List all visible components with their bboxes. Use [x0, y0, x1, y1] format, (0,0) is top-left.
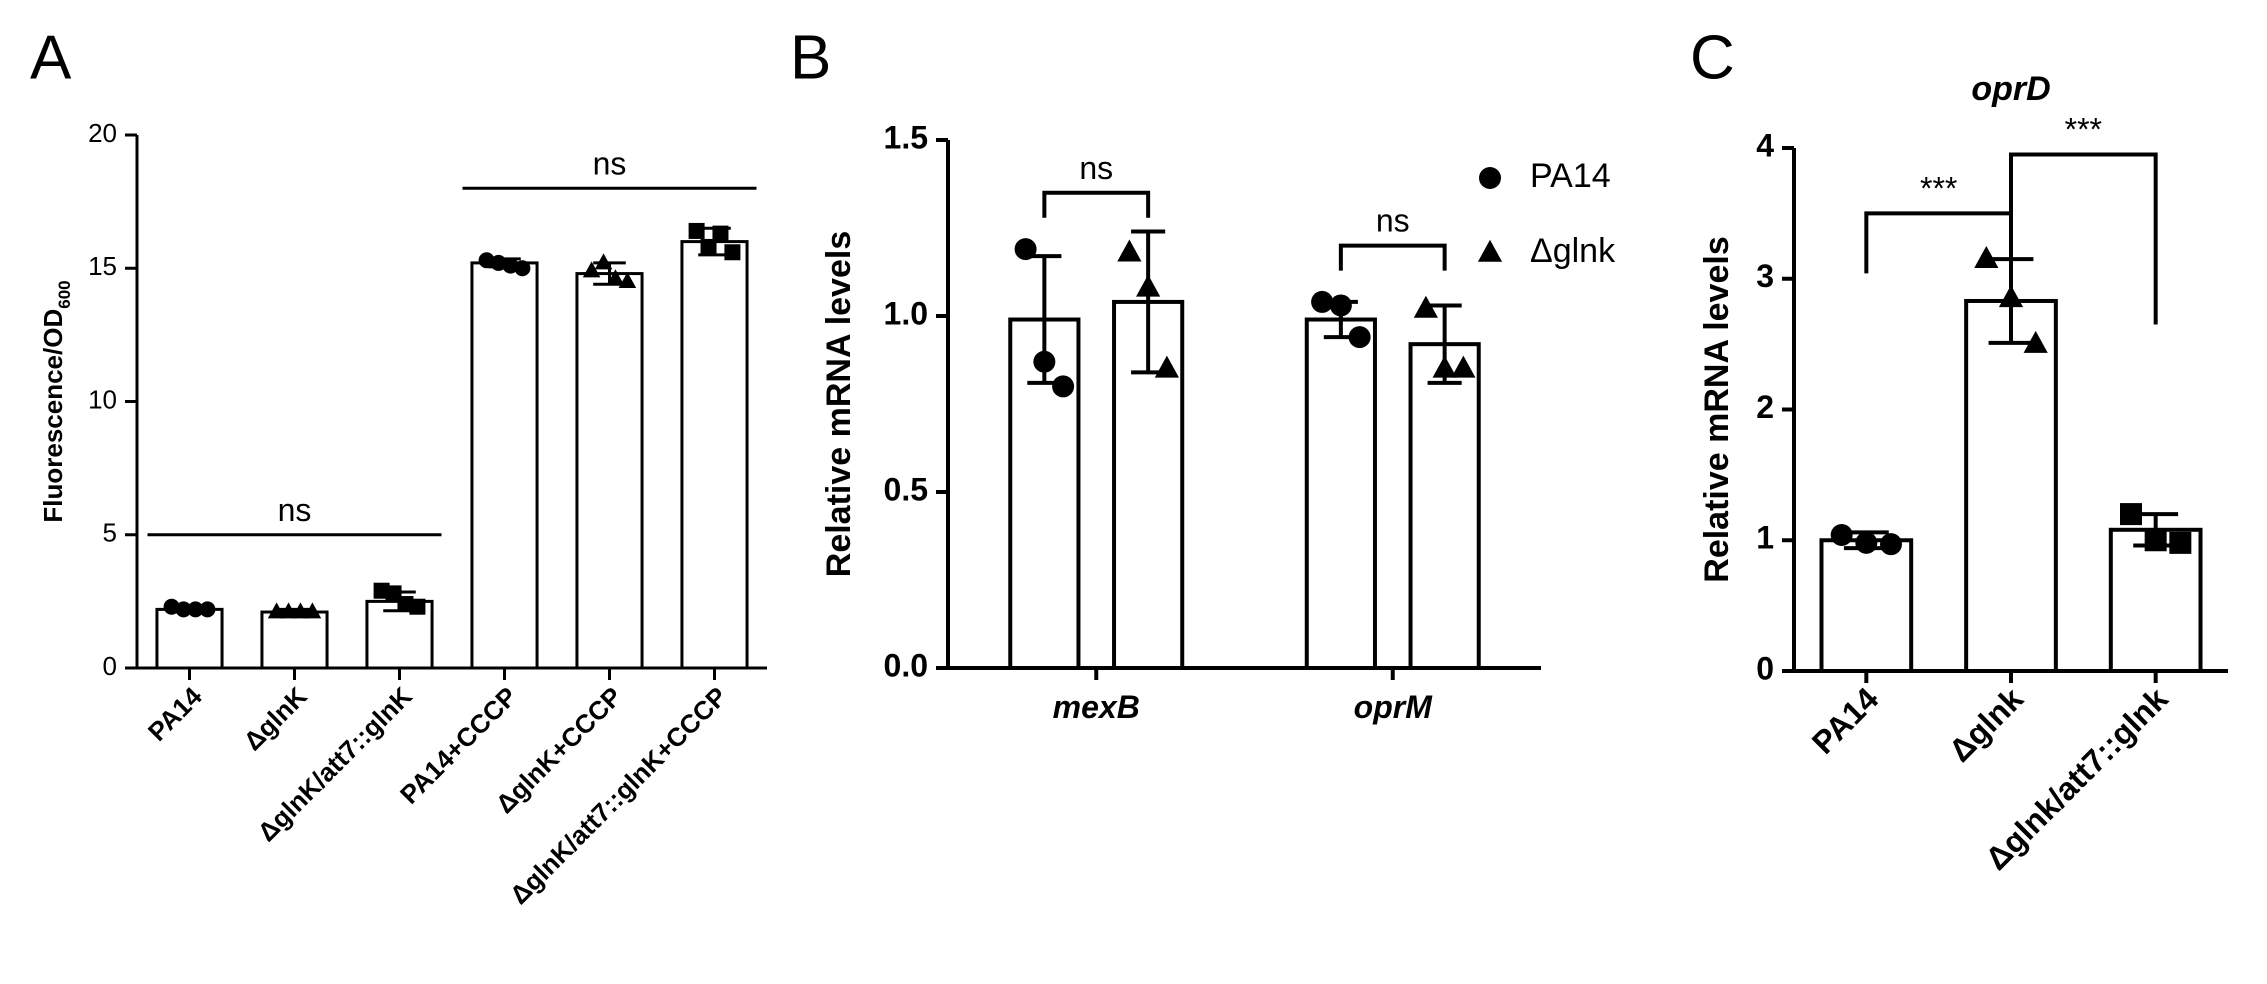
data-point: [1974, 245, 1999, 268]
data-point: [700, 238, 717, 255]
legend-label: Δglnk: [1530, 232, 1616, 270]
x-tick-label: PA14: [1805, 680, 1886, 761]
bar: [1964, 298, 2058, 673]
bar: [260, 610, 329, 670]
y-tick-label: 4: [1756, 127, 1774, 163]
y-tick-label: 10: [88, 384, 117, 414]
data-point: [1477, 239, 1503, 262]
error-bar: [1843, 530, 1889, 551]
panel-letter: B: [790, 23, 831, 92]
error-bar: [278, 607, 311, 617]
x-tick-label: oprM: [1354, 689, 1434, 725]
data-point: [1830, 524, 1853, 547]
error-bar: [593, 261, 626, 286]
error-bar: [383, 590, 416, 613]
chart-title: oprD: [1971, 70, 2050, 108]
bar: [1819, 538, 1914, 673]
significance-label: ns: [1079, 150, 1113, 186]
significance-label: ns: [593, 145, 627, 181]
bar: [1408, 342, 1481, 670]
x-tick-label: PA14: [142, 681, 208, 747]
data-point: [1311, 290, 1334, 313]
y-axis-label: Relative mRNA levels: [1698, 236, 1736, 582]
significance-bracket: [1338, 243, 1447, 271]
data-point: [1451, 355, 1476, 378]
y-tick-label: 0.0: [884, 647, 928, 683]
bar: [680, 240, 749, 670]
y-axis-label-sub: 600: [55, 280, 74, 308]
data-point: [1879, 533, 1902, 556]
panel-letter: A: [30, 23, 72, 92]
bar: [155, 607, 224, 670]
data-point: [1052, 375, 1075, 398]
y-tick-label: 1.5: [884, 119, 928, 155]
y-tick-label: 20: [88, 118, 117, 148]
y-tick-label: 0: [1756, 650, 1774, 686]
data-point: [594, 253, 613, 270]
y-tick-label: 15: [88, 251, 117, 281]
x-tick-label: ΔglnK/att7::glnK+CCCP: [504, 681, 733, 910]
error-bar: [698, 226, 731, 257]
data-point: [409, 598, 426, 615]
significance-label: ***: [2065, 112, 2102, 148]
y-axis-label-text: Relative mRNA levels: [1698, 236, 1736, 582]
y-axis-label-text: Fluorescence/OD: [38, 309, 68, 523]
bar: [575, 272, 644, 670]
data-point: [1117, 239, 1142, 262]
y-axis-label: Relative mRNA levels: [820, 231, 858, 577]
y-tick-label: 2: [1756, 389, 1774, 425]
error-bar: [1323, 299, 1358, 340]
significance-label: ns: [278, 492, 312, 528]
significance-label: ns: [1376, 203, 1410, 239]
error-bar: [1027, 254, 1062, 385]
significance-label: ***: [1920, 170, 1957, 206]
data-point: [688, 222, 705, 239]
bar: [470, 261, 539, 670]
error-bar: [2133, 512, 2179, 548]
error-bar: [1427, 303, 1462, 385]
bar: [1304, 317, 1377, 670]
y-tick-label: 3: [1756, 258, 1774, 294]
data-point: [199, 601, 216, 618]
y-axis-label: Fluorescence/OD600: [38, 280, 74, 522]
x-tick-label: mexB: [1053, 689, 1140, 725]
x-tick-label: Δglnk: [1942, 680, 2030, 768]
y-tick-label: 0: [103, 651, 117, 681]
data-point: [2120, 503, 2143, 526]
y-tick-label: 1.0: [884, 295, 928, 331]
data-point: [1479, 167, 1501, 189]
x-tick-label: ΔglnK: [237, 681, 312, 756]
panel-letter: C: [1690, 23, 1735, 92]
data-point: [582, 261, 601, 278]
error-bar: [173, 605, 206, 614]
data-point: [1413, 295, 1438, 318]
data-point: [514, 260, 531, 277]
error-bar: [488, 257, 521, 269]
error-bar: [1131, 229, 1166, 375]
data-point: [606, 269, 625, 286]
data-point: [724, 244, 741, 261]
legend-label: PA14: [1530, 157, 1611, 195]
y-axis-label-text: Relative mRNA levels: [820, 231, 858, 577]
data-point: [2169, 531, 2192, 554]
significance-bracket: [1042, 190, 1151, 218]
data-point: [2023, 330, 2048, 353]
y-tick-label: 5: [103, 518, 117, 548]
y-tick-label: 0.5: [884, 471, 928, 507]
significance-bracket: [2009, 152, 2158, 325]
data-point: [1348, 326, 1371, 349]
data-point: [478, 252, 495, 269]
y-tick-label: 1: [1756, 520, 1774, 556]
